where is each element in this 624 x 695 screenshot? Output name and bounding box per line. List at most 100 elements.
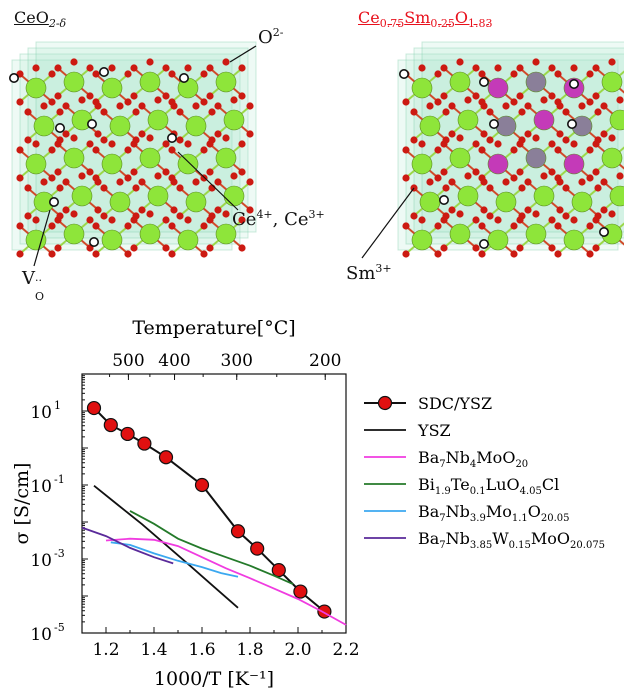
o-atom xyxy=(440,244,448,252)
o-atom xyxy=(510,70,518,78)
o-atom xyxy=(556,102,564,110)
o-atom xyxy=(94,130,102,138)
o-atom xyxy=(24,136,32,144)
o-atom xyxy=(86,92,94,100)
legend-marker xyxy=(377,395,393,411)
ce-atom xyxy=(139,71,161,93)
o-atom xyxy=(222,58,230,66)
o-atom xyxy=(586,70,594,78)
o-atom xyxy=(124,222,132,230)
ce-atom xyxy=(185,115,207,137)
o-atom xyxy=(222,210,230,218)
o-atom xyxy=(116,178,124,186)
o-atom xyxy=(208,108,216,116)
oxygen-vacancy xyxy=(438,195,449,206)
left-structure-title: CeO2-δ xyxy=(14,8,67,31)
o-atom xyxy=(206,168,214,176)
o-atom xyxy=(56,184,64,192)
o-atom xyxy=(472,92,480,100)
ce-atom xyxy=(109,191,131,213)
o-atom xyxy=(124,174,132,182)
o-atom xyxy=(448,206,456,214)
ceria-crystal-illustration xyxy=(11,41,257,258)
o-atom xyxy=(162,64,170,72)
o-atom xyxy=(200,70,208,78)
ce-atom xyxy=(449,147,471,169)
cerium-pointer-line xyxy=(177,151,239,211)
o-atom xyxy=(108,140,116,148)
ce-atom xyxy=(215,223,237,245)
o-atom xyxy=(486,108,494,116)
o-atom xyxy=(100,136,108,144)
ce-atom xyxy=(411,153,433,175)
o-atom xyxy=(100,212,108,220)
oxygen-vacancy xyxy=(598,227,609,238)
o-atom xyxy=(494,216,502,224)
ce-atom xyxy=(63,71,85,93)
data-point xyxy=(293,584,308,599)
o-atom xyxy=(48,174,56,182)
o-atom xyxy=(40,102,48,110)
o-atom xyxy=(516,244,524,252)
o-atom xyxy=(516,92,524,100)
sdc-crystal-illustration xyxy=(397,41,624,258)
o-atom xyxy=(146,210,154,218)
o-atom xyxy=(600,178,608,186)
ce-atom xyxy=(147,109,169,131)
sm-atom xyxy=(525,147,547,169)
o-atom xyxy=(246,102,254,110)
oxygen-vacancy xyxy=(488,119,499,130)
oxygen-vacancy xyxy=(54,123,65,134)
o-atom xyxy=(592,216,600,224)
o-atom xyxy=(130,244,138,252)
y-tick-label: 10 xyxy=(30,551,52,571)
y-axis-label: σ [S/cm] xyxy=(11,463,33,545)
o-atom xyxy=(402,98,410,106)
o-atom xyxy=(170,102,178,110)
o-atom xyxy=(524,130,532,138)
oxygen-vacancy xyxy=(179,73,190,84)
y-tick-exponent: -1 xyxy=(54,473,65,486)
o-atom xyxy=(206,64,214,72)
o-atom xyxy=(540,96,548,104)
o-atom xyxy=(24,184,32,192)
o-atom xyxy=(56,108,64,116)
o-atom xyxy=(594,184,602,192)
x-tick-label: 1.8 xyxy=(236,640,263,660)
o-atom xyxy=(230,172,238,180)
o-atom xyxy=(480,206,488,214)
plot-frame xyxy=(81,373,347,634)
o-atom xyxy=(556,130,564,138)
o-atom xyxy=(238,244,246,252)
oxygen-vacancy xyxy=(566,119,577,130)
ce-atom xyxy=(419,191,441,213)
ce-atom xyxy=(487,229,509,251)
ce-atom xyxy=(457,185,479,207)
sm-atom xyxy=(563,153,585,175)
x-tick-label: 2.2 xyxy=(332,640,359,660)
oxygen-vacancy xyxy=(87,119,98,130)
o-atom xyxy=(162,244,170,252)
ce-atom xyxy=(33,115,55,137)
o-atom xyxy=(586,146,594,154)
o-atom xyxy=(16,222,24,230)
o-atom xyxy=(616,172,624,180)
o-atom xyxy=(518,108,526,116)
ce-atom xyxy=(223,109,245,131)
o-atom xyxy=(554,146,562,154)
o-atom xyxy=(214,206,222,214)
o-atom xyxy=(418,64,426,72)
cerium-ion-label: Ce4+, Ce3+ xyxy=(232,208,325,230)
o-atom xyxy=(532,134,540,142)
ce-atom xyxy=(495,191,517,213)
o-atom xyxy=(170,178,178,186)
o-atom xyxy=(402,222,410,230)
o-atom xyxy=(608,58,616,66)
o-atom xyxy=(434,146,442,154)
o-atom xyxy=(130,168,138,176)
o-atom xyxy=(86,168,94,176)
ce-atom xyxy=(25,153,47,175)
o-atom xyxy=(448,102,456,110)
o-atom xyxy=(510,250,518,258)
oxygen-vacancy xyxy=(89,237,100,248)
